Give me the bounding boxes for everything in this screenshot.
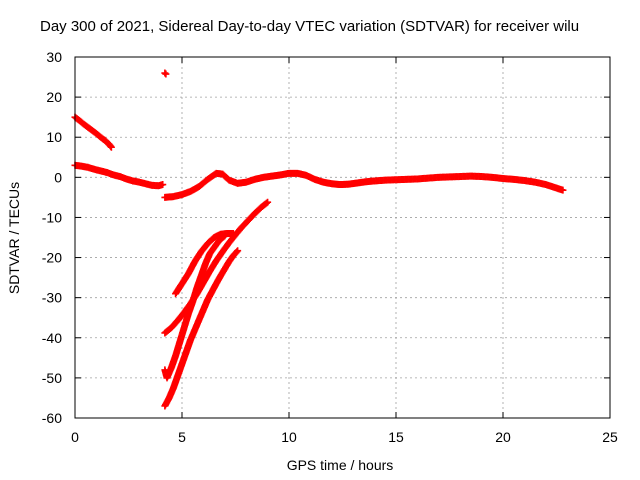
y-tick-label: -50 <box>42 370 62 386</box>
plot-frame <box>74 56 611 419</box>
y-axis-label: SDTVAR / TECUs <box>6 182 22 294</box>
y-tick-label: 30 <box>46 49 62 65</box>
x-tick-label: 15 <box>388 429 404 445</box>
data-points <box>71 69 567 410</box>
y-tick-label: 20 <box>46 89 62 105</box>
data-point-marker <box>162 70 170 78</box>
series-main-trace-day <box>161 169 567 201</box>
data-point-marker <box>159 181 167 189</box>
y-tick-label: 0 <box>54 169 62 185</box>
y-tick-label: -30 <box>42 290 62 306</box>
x-tick-label: 25 <box>602 429 618 445</box>
series-isolated-point <box>161 69 170 78</box>
series-main-trace-early <box>71 161 167 190</box>
data-point-marker <box>107 143 115 151</box>
y-tick-label: -60 <box>42 410 62 426</box>
data-point-marker <box>264 198 272 206</box>
data-point-marker <box>234 247 242 255</box>
data-point-marker <box>161 69 169 77</box>
grid-lines <box>75 57 610 418</box>
series-recovery-arc-d <box>172 229 237 298</box>
y-tick-label: 10 <box>46 129 62 145</box>
x-tick-label: 10 <box>281 429 297 445</box>
series-early-high-branch <box>71 113 115 151</box>
series-recovery-arc-a <box>161 198 272 337</box>
x-tick-label: 20 <box>495 429 511 445</box>
y-tick-label: -20 <box>42 250 62 266</box>
series-recovery-arc-c <box>161 232 229 382</box>
y-tick-label: -10 <box>42 209 62 225</box>
data-point-marker <box>263 199 271 207</box>
data-point-marker <box>229 229 237 237</box>
x-tick-label: 5 <box>178 429 186 445</box>
series-recovery-arc-b <box>161 247 242 410</box>
axis-ticks: 0 5 10 15 20 25 -60 -50 -40 -30 -20 -10 0 10 20 30 <box>42 49 618 445</box>
data-point-marker <box>559 186 567 194</box>
x-tick-label: 0 <box>71 429 79 445</box>
x-axis-label: GPS time / hours <box>287 457 394 473</box>
data-point-marker <box>233 248 241 256</box>
y-tick-label: -40 <box>42 330 62 346</box>
chart-title: Day 300 of 2021, Sidereal Day-to-day VTE… <box>40 18 579 35</box>
